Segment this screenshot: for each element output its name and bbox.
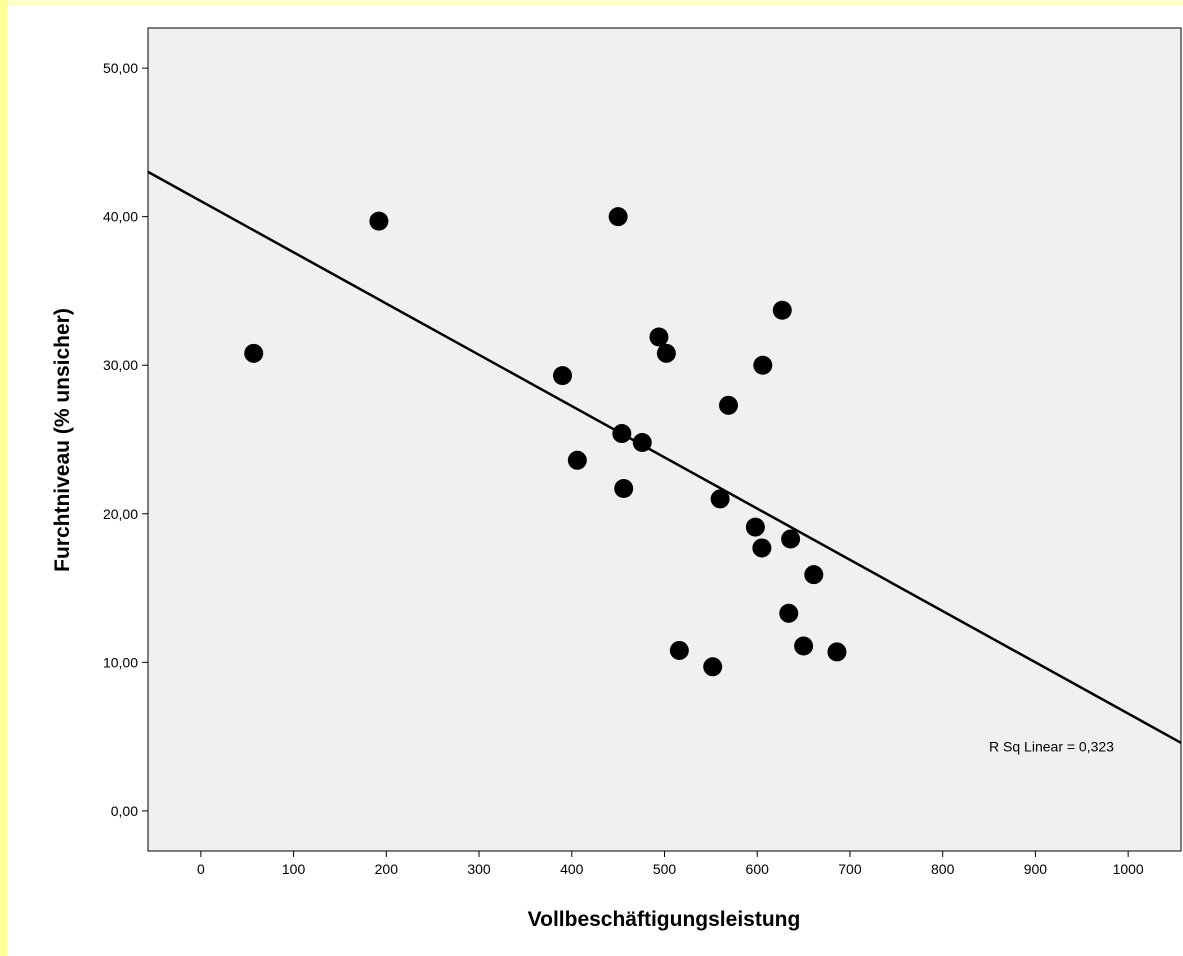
- y-tick-label: 0,00: [111, 803, 138, 819]
- data-point: [608, 207, 628, 227]
- data-point: [781, 529, 801, 549]
- x-tick-label: 700: [838, 861, 862, 877]
- r-squared-annotation: R Sq Linear = 0,323: [989, 738, 1114, 754]
- x-tick-label: 600: [746, 861, 770, 877]
- data-point: [703, 657, 723, 677]
- data-point: [244, 343, 264, 363]
- data-point: [745, 517, 765, 537]
- x-tick-label: 200: [375, 861, 399, 877]
- data-point: [614, 479, 634, 499]
- y-axis: 0,00 10,00 20,00 30,00 40,00 50,00: [103, 60, 148, 819]
- x-tick-label: 900: [1024, 861, 1048, 877]
- data-point: [656, 343, 676, 363]
- x-tick-label: 800: [931, 861, 955, 877]
- x-tick-label: 0: [197, 861, 205, 877]
- fit-line-group: [147, 170, 1182, 744]
- data-point: [804, 565, 824, 585]
- regression-line: [147, 170, 1182, 744]
- x-tick-label: 100: [282, 861, 306, 877]
- left-edge-band: [0, 0, 7, 956]
- plot-area: [147, 27, 1182, 852]
- data-points: [244, 207, 847, 677]
- x-tick-label: 400: [560, 861, 584, 877]
- data-point: [612, 424, 632, 444]
- y-tick-label: 20,00: [103, 506, 138, 522]
- x-axis: 0 100 200 300 400 500 600 700 800 900 1000: [197, 851, 1144, 877]
- data-point: [649, 327, 669, 347]
- x-tick-label: 1000: [1113, 861, 1144, 877]
- x-axis-title: Vollbeschäftigungsleistung: [528, 908, 801, 931]
- y-tick-label: 30,00: [103, 357, 138, 373]
- data-point: [369, 211, 389, 231]
- y-tick-label: 50,00: [103, 60, 138, 76]
- data-point: [710, 489, 730, 509]
- top-edge-band: [0, 0, 1183, 6]
- data-point: [567, 450, 587, 470]
- data-point: [752, 538, 772, 558]
- data-point: [718, 395, 738, 415]
- y-tick-label: 10,00: [103, 654, 138, 670]
- x-tick-label: 300: [467, 861, 491, 877]
- y-tick-label: 40,00: [103, 209, 138, 225]
- y-axis-title: Furchtniveau (% unsicher): [51, 308, 74, 572]
- x-tick-label: 500: [653, 861, 677, 877]
- data-point: [779, 603, 799, 623]
- data-point: [753, 355, 773, 375]
- data-point: [794, 636, 814, 656]
- data-point: [552, 366, 572, 386]
- data-point: [827, 642, 847, 662]
- data-point: [669, 640, 689, 660]
- data-point: [632, 432, 652, 452]
- data-point: [772, 300, 792, 320]
